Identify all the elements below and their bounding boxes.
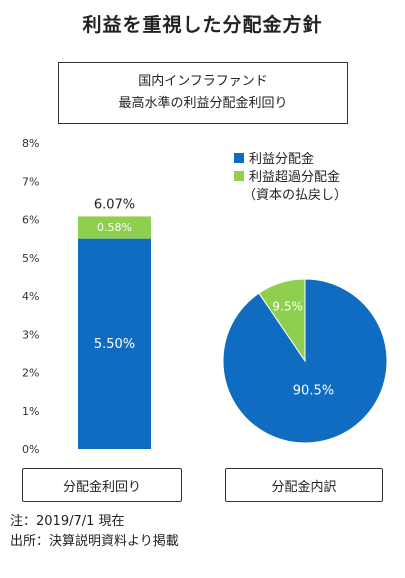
page-title: 利益を重視した分配金方針 <box>82 14 323 36</box>
bar-data-label: 5.50% <box>94 337 135 352</box>
pie-slice-profit <box>222 278 388 444</box>
legend-swatch <box>234 153 244 163</box>
stacked-bar: 5.50% 0.58% 6.07% <box>78 197 151 449</box>
pie-chart: 9.5% 90.5% <box>222 278 388 444</box>
y-tick-label: 4% <box>22 290 39 303</box>
legend-label: 利益分配金 <box>249 151 314 167</box>
subtitle-line-2: 最高水準の利益分配金利回り <box>118 96 288 111</box>
y-axis: 0% 1% 2% 3% 4% 5% 6% 7% 8% <box>22 137 39 456</box>
subtitle-box: 国内インフラファンド 最高水準の利益分配金利回り <box>58 62 348 124</box>
bar-caption: 分配金利回り <box>22 468 182 502</box>
y-tick-label: 8% <box>22 137 39 150</box>
y-tick-label: 0% <box>22 443 39 456</box>
bar-segment-profit <box>78 238 151 449</box>
bar-segment-excess <box>78 216 151 239</box>
legend-label: 利益超過分配金 <box>249 169 340 185</box>
note-source: 出所：決算説明資料より掲載 <box>10 534 179 549</box>
pie-data-label: 90.5% <box>293 383 334 398</box>
pie-data-label: 9.5% <box>272 300 303 314</box>
y-tick-label: 6% <box>22 214 39 227</box>
y-tick-label: 5% <box>22 252 39 265</box>
y-tick-label: 2% <box>22 367 39 380</box>
y-tick-label: 7% <box>22 175 39 188</box>
legend-swatch <box>234 171 244 181</box>
y-tick-label: 1% <box>22 405 39 418</box>
bar-total-label: 6.07% <box>94 197 135 212</box>
note-date: 注：2019/7/1 現在 <box>10 514 125 529</box>
y-tick-label: 3% <box>22 328 39 341</box>
pie-caption: 分配金内訳 <box>225 468 383 502</box>
bar-data-label: 0.58% <box>97 221 132 234</box>
legend-label: （資本の払戻し） <box>243 188 347 203</box>
subtitle-line-1: 国内インフラファンド <box>138 74 268 89</box>
